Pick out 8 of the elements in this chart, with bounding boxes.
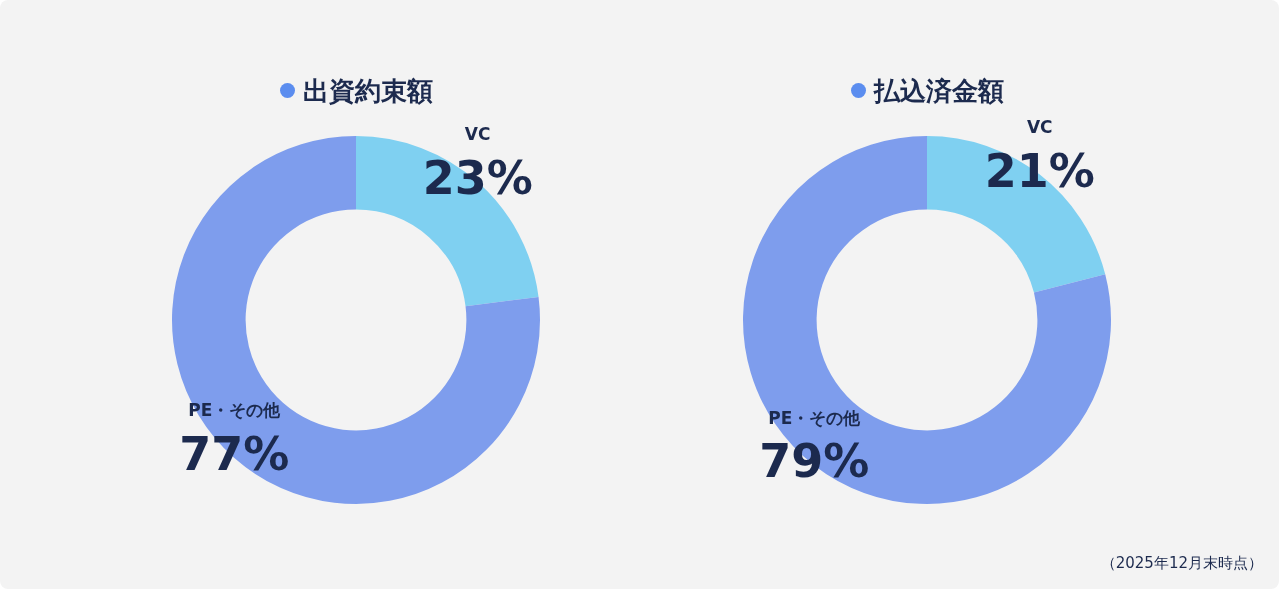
slice-label: VC <box>1026 117 1053 138</box>
text: （2025年12月末時点） <box>1100 554 1263 573</box>
data-label: 21% <box>984 143 1095 198</box>
slice-label: PE・その他 <box>768 407 862 428</box>
data-label: 23% <box>422 150 533 205</box>
chart-title: 出資約束額 <box>301 75 434 108</box>
chart-title: 払込済金額 <box>872 75 1005 108</box>
slice-label: VC <box>464 124 491 145</box>
